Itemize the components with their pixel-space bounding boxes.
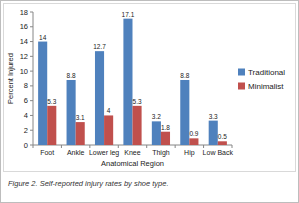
data-label: 3.1 xyxy=(76,114,85,121)
data-label: 12.7 xyxy=(93,43,106,50)
data-label: 17.1 xyxy=(122,11,135,18)
bar xyxy=(180,80,189,145)
frame xyxy=(1,1,299,203)
bars xyxy=(38,19,227,145)
data-label: 0.9 xyxy=(189,130,198,137)
x-tick-label: Knee xyxy=(124,149,140,156)
legend: Traditional Minimalist xyxy=(238,68,285,91)
bar xyxy=(209,121,218,145)
bar xyxy=(133,106,142,145)
x-tick xyxy=(33,145,34,148)
x-tick xyxy=(118,145,119,148)
bar xyxy=(123,19,132,145)
bar xyxy=(47,106,56,145)
y-axis-title: Percent Injured xyxy=(6,53,15,104)
x-tick-label: Thigh xyxy=(152,149,170,157)
bar xyxy=(161,132,170,145)
y-tick-label: 8 xyxy=(24,81,28,90)
bar xyxy=(67,80,76,145)
bar xyxy=(95,51,104,145)
legend-label: Minimalist xyxy=(248,82,284,91)
bar xyxy=(189,138,198,145)
chart: 0 2 4 6 8 10 12 14 16 18 14 5.3 8.8 3.1 12.7 4 17.1 5.3 3.… xyxy=(0,0,299,203)
chart-root: 0 2 4 6 8 10 12 14 16 18 14 5.3 8.8 3.1 12.7 4 17.1 5.3 3.… xyxy=(0,0,299,203)
y-tick-label: 0 xyxy=(24,141,28,150)
y-tick-label: 16 xyxy=(20,22,28,31)
x-tick-label: Hip xyxy=(184,149,195,157)
x-tick xyxy=(61,145,62,148)
y-tick-label: 6 xyxy=(24,96,28,105)
y-axis xyxy=(33,12,34,145)
data-labels: 14 5.3 8.8 3.1 12.7 4 17.1 5.3 3.21.8 8.8 0.9 3.3 0.… xyxy=(39,11,227,141)
legend-label: Traditional xyxy=(248,68,285,77)
x-tick xyxy=(89,145,90,148)
data-label: 3.3 xyxy=(209,113,218,120)
data-label: 0.5 xyxy=(218,133,227,140)
y-tick-label: 14 xyxy=(20,37,28,46)
data-label: 3.2 xyxy=(152,113,161,120)
caption: Figure 2. Self-reported injury rates by … xyxy=(8,179,169,188)
x-tick xyxy=(232,145,233,148)
data-label: 5.3 xyxy=(133,98,142,105)
bar xyxy=(218,141,227,145)
y-tick-label: 10 xyxy=(20,67,28,76)
y-tick-label: 2 xyxy=(24,126,28,135)
y-tick-label: 18 xyxy=(20,8,28,17)
x-tick xyxy=(203,145,204,148)
x-tick-label: Ankle xyxy=(67,149,85,156)
chart-frame xyxy=(4,4,296,172)
legend-swatch xyxy=(238,83,245,90)
y-tick-label: 4 xyxy=(24,111,28,120)
bar xyxy=(76,122,85,145)
data-label: 8.8 xyxy=(180,72,189,79)
data-label: 14 xyxy=(39,34,47,41)
data-label: 5.3 xyxy=(47,98,56,105)
x-tick xyxy=(146,145,147,148)
x-tick-label: Lower leg xyxy=(89,149,119,157)
data-label: 8.8 xyxy=(67,72,76,79)
x-axis-title: Anatomical Region xyxy=(101,159,164,168)
x-tick-label: Low Back xyxy=(203,149,234,156)
legend-swatch xyxy=(238,69,245,76)
y-tick-label: 12 xyxy=(20,52,28,61)
data-label: 4 xyxy=(107,107,111,114)
bar xyxy=(152,121,161,145)
x-tick xyxy=(175,145,176,148)
data-label: 1.8 xyxy=(161,124,170,131)
bar xyxy=(38,42,47,145)
bar xyxy=(104,115,113,145)
x-tick-label: Foot xyxy=(40,149,54,156)
